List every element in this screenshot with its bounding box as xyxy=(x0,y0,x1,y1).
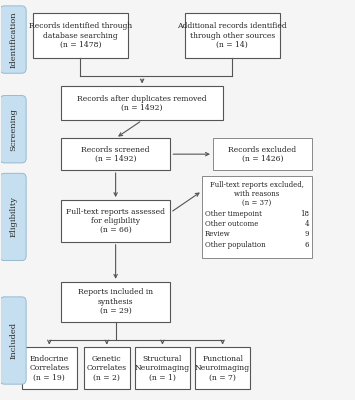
Bar xyxy=(33,13,128,58)
Text: Records excluded
(n = 1426): Records excluded (n = 1426) xyxy=(228,146,296,163)
Bar xyxy=(84,348,130,389)
Text: Structural
Neuroimaging
(n = 1): Structural Neuroimaging (n = 1) xyxy=(135,355,190,382)
FancyBboxPatch shape xyxy=(0,96,26,163)
Text: Full-text reports assessed
for eligibility
(n = 66): Full-text reports assessed for eligibili… xyxy=(66,208,165,234)
Text: Records identified through
database searching
(n = 1478): Records identified through database sear… xyxy=(29,22,132,49)
Text: Genetic
Correlates
(n = 2): Genetic Correlates (n = 2) xyxy=(87,355,127,382)
Text: Included: Included xyxy=(9,322,17,359)
Text: Additional records identified
through other sources
(n = 14): Additional records identified through ot… xyxy=(178,22,287,49)
FancyBboxPatch shape xyxy=(0,297,26,384)
Bar xyxy=(135,348,190,389)
Bar xyxy=(22,348,77,389)
Bar xyxy=(185,13,280,58)
Text: Reports included in
synthesis
(n = 29): Reports included in synthesis (n = 29) xyxy=(78,288,153,315)
Text: Identification: Identification xyxy=(9,11,17,68)
Text: Other population: Other population xyxy=(205,241,266,249)
Text: 9: 9 xyxy=(305,230,309,238)
Text: Screening: Screening xyxy=(9,108,17,151)
Bar xyxy=(61,200,170,242)
Text: Review: Review xyxy=(205,230,231,238)
Text: Functional
Neuroimaging
(n = 7): Functional Neuroimaging (n = 7) xyxy=(195,355,250,382)
Text: 6: 6 xyxy=(305,241,309,249)
Text: Records screened
(n = 1492): Records screened (n = 1492) xyxy=(81,146,150,163)
Text: Other timepoint: Other timepoint xyxy=(205,210,262,218)
Bar xyxy=(61,86,223,120)
Text: Records after duplicates removed
(n = 1492): Records after duplicates removed (n = 14… xyxy=(77,95,207,112)
Bar xyxy=(195,348,250,389)
Bar xyxy=(61,282,170,322)
FancyBboxPatch shape xyxy=(0,173,26,260)
Text: Full-text reports excluded,
with reasons
(n = 37): Full-text reports excluded, with reasons… xyxy=(210,181,304,207)
Bar xyxy=(202,176,312,258)
Text: 4: 4 xyxy=(305,220,309,228)
Bar xyxy=(61,138,170,170)
Text: Endocrine
Correlates
(n = 19): Endocrine Correlates (n = 19) xyxy=(29,355,69,382)
Bar xyxy=(213,138,312,170)
Text: Other outcome: Other outcome xyxy=(205,220,258,228)
Text: Eligibility: Eligibility xyxy=(9,196,17,238)
Text: 18: 18 xyxy=(300,210,309,218)
FancyBboxPatch shape xyxy=(0,6,26,73)
